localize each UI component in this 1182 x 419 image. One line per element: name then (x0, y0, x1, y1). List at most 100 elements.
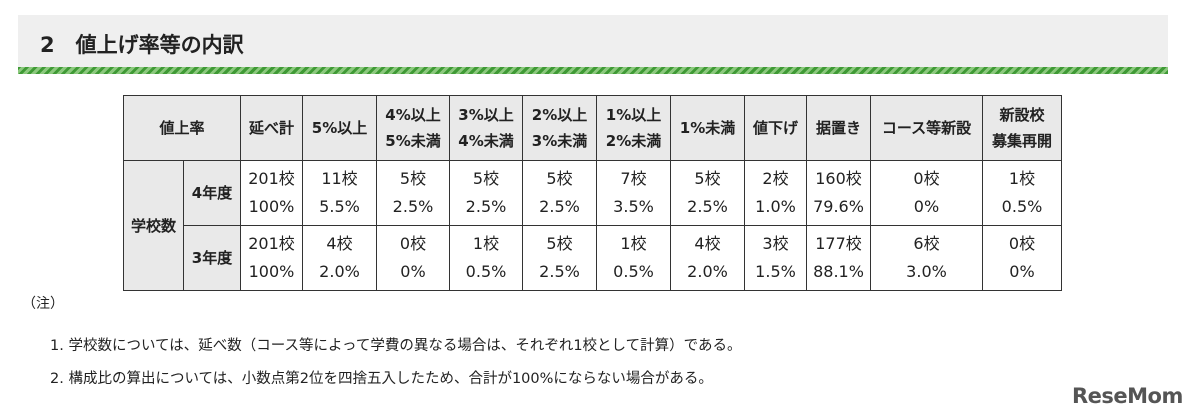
column-header: 値下げ (744, 95, 807, 161)
cell-line: 0% (400, 262, 426, 281)
column-header: コース等新設 (870, 95, 983, 161)
cell-line: 1.0% (755, 197, 796, 216)
cell-line: 5%未満 (385, 132, 441, 150)
column-header: 延べ計 (240, 95, 303, 161)
cell-line: 3%未満 (531, 132, 588, 150)
cell-line: 2.0% (687, 262, 728, 281)
cell-line: 2.5% (465, 197, 507, 216)
cell-line: 0校 (399, 234, 427, 253)
cell-line: 0.5% (613, 262, 654, 281)
cell-line: 新設校 (999, 106, 1045, 124)
cell-line: 79.6% (813, 197, 864, 216)
header-group-cell: 値上率 (123, 95, 241, 161)
data-cell: 2校 1.0% (744, 160, 807, 226)
section-title: 2 値上げ率等の内訳 (40, 33, 244, 57)
data-cell: 1校 0.5% (449, 225, 523, 291)
cell-line: 据置き (815, 119, 861, 137)
cell-line: 1.5% (755, 262, 796, 281)
cell-line: 0校 (1008, 234, 1036, 253)
data-cell: 0校 0% (376, 225, 450, 291)
cell-line: 201校 (248, 169, 295, 188)
data-cell: 201校 100% (240, 160, 303, 226)
note-item: 1. 学校数については、延べ数（コース等によって学費の異なる場合は、それぞれ1校… (50, 338, 742, 354)
column-header: 2%以上 3%未満 (522, 95, 597, 161)
cell-line: 5.5% (319, 197, 360, 216)
cell-line: 2.5% (539, 197, 580, 216)
data-cell: 5校 2.5% (522, 225, 597, 291)
breakdown-table: 値上率 延べ計 5%以上 4%以上 5%未満 3%以上 4%未満 2%以上 3%未満 1%以上 2%… (123, 95, 1062, 291)
data-cell: 177校 88.1% (806, 225, 871, 291)
cell-line: 延べ計 (248, 119, 294, 137)
cell-line: 3校 (762, 234, 789, 253)
column-header: 1%以上 2%未満 (596, 95, 671, 161)
note-item: 2. 構成比の算出については、小数点第2位を四捨五入したため、合計が100%にな… (50, 371, 713, 387)
cell-line: 2%未満 (605, 132, 662, 150)
data-cell: 7校 3.5% (596, 160, 671, 226)
cell-line: 160校 (815, 169, 862, 188)
data-cell: 0校 0% (982, 225, 1062, 291)
data-cell: 1校 0.5% (596, 225, 671, 291)
cell-line: 0% (913, 197, 940, 216)
cell-line: 5%以上 (311, 119, 368, 137)
cell-line: 3.5% (613, 197, 654, 216)
column-header: 新設校 募集再開 (982, 95, 1062, 161)
data-cell: 6校 3.0% (870, 225, 983, 291)
data-cell: 5校 2.5% (670, 160, 745, 226)
data-cell: 11校 5.5% (302, 160, 377, 226)
row-label: 4年度 (183, 160, 241, 226)
cell-line: 0% (1009, 262, 1035, 281)
cell-line: 5校 (694, 169, 721, 188)
cell-line: 7校 (620, 169, 647, 188)
cell-line: 2.5% (392, 197, 434, 216)
watermark: ReseMom (1072, 384, 1182, 408)
cell-line: 0.5% (1001, 197, 1043, 216)
cell-line: 1校 (620, 234, 647, 253)
cell-line: 5校 (472, 169, 500, 188)
cell-line: 100% (248, 262, 295, 281)
data-cell: 3校 1.5% (744, 225, 807, 291)
cell-line: 2校 (762, 169, 789, 188)
cell-line: 1校 (472, 234, 500, 253)
cell-line: 201校 (248, 234, 295, 253)
row-group-cell: 学校数 (123, 160, 184, 291)
data-cell: 160校 79.6% (806, 160, 871, 226)
cell-line: 4%以上 (385, 106, 441, 124)
cell-line: 5校 (399, 169, 427, 188)
section-header: 2 値上げ率等の内訳 (18, 15, 1168, 68)
cell-line: 1%未満 (679, 119, 736, 137)
note-heading: （注） (22, 296, 64, 312)
cell-line: 4%未満 (458, 132, 514, 150)
data-row: 学校数 4年度 201校 100% 11校 5.5% 5校 2.5% 5校 2.5% 5校 2.5% 7… (123, 160, 1062, 291)
cell-line: 11校 (321, 169, 358, 188)
row-label: 3年度 (183, 225, 241, 291)
column-header: 3%以上 4%未満 (449, 95, 523, 161)
column-header: 1%未満 (670, 95, 745, 161)
data-cell: 4校 2.0% (302, 225, 377, 291)
data-row: 3年度 201校 100% 4校 2.0% 0校 0% 1校 0.5% 5校 2.5% 1校 0.5% 4… (124, 225, 1062, 291)
cell-line: 177校 (815, 234, 862, 253)
column-header: 据置き (806, 95, 871, 161)
data-cell: 201校 100% (240, 225, 303, 291)
cell-line: 4校 (326, 234, 353, 253)
cell-line: 100% (248, 197, 295, 216)
cell-line: 0.5% (465, 262, 507, 281)
cell-line: 1校 (1008, 169, 1036, 188)
cell-line: 2.0% (319, 262, 360, 281)
cell-line: 6校 (913, 234, 940, 253)
data-cell: 1校 0.5% (982, 160, 1062, 226)
cell-line: 2.5% (687, 197, 728, 216)
cell-line: 0校 (913, 169, 940, 188)
data-cell: 5校 2.5% (522, 160, 597, 226)
cell-line: 5校 (546, 169, 573, 188)
header-stripe (18, 67, 1168, 74)
data-cell: 5校 2.5% (376, 160, 450, 226)
data-cell: 0校 0% (870, 160, 983, 226)
column-header: 5%以上 (302, 95, 377, 161)
cell-line: 88.1% (813, 262, 864, 281)
cell-line: 2.5% (539, 262, 580, 281)
column-header: 4%以上 5%未満 (376, 95, 450, 161)
cell-line: コース等新設 (881, 119, 972, 137)
cell-line: 2%以上 (531, 106, 588, 124)
